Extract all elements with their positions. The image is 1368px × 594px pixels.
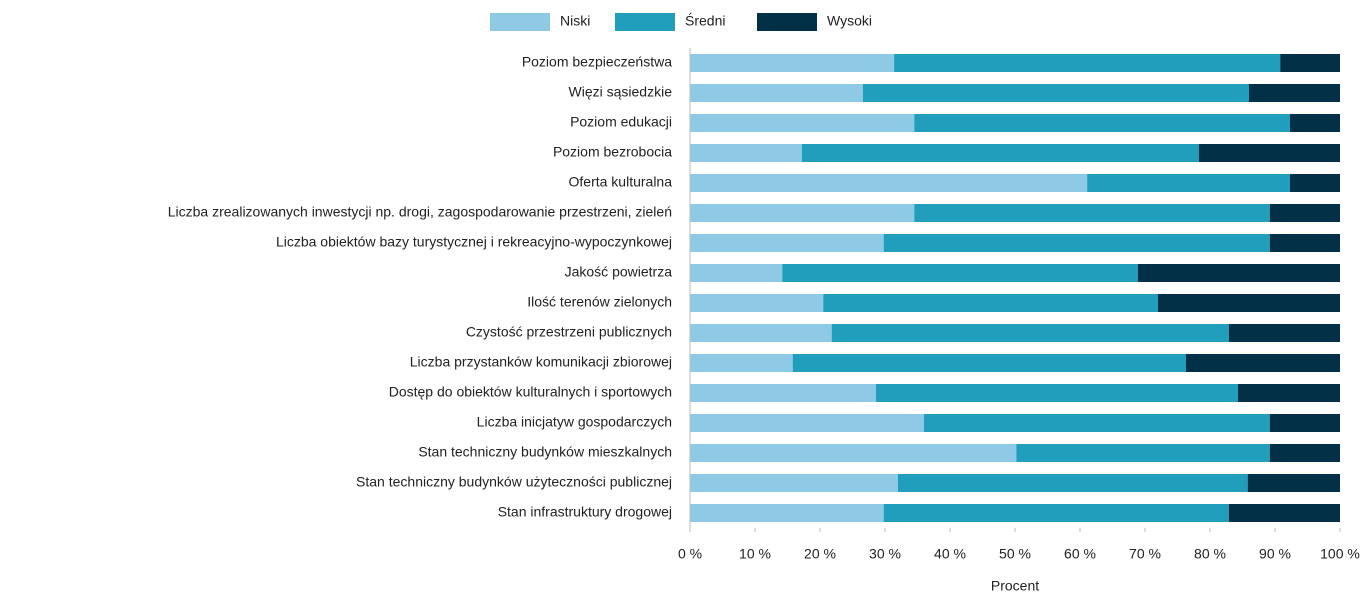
bar-segment	[1280, 54, 1340, 72]
bar-segment	[690, 54, 895, 72]
x-tick-label: 100 %	[1320, 546, 1360, 562]
bar-segment	[1158, 294, 1340, 312]
x-tick-label: 60 %	[1064, 546, 1096, 562]
bar-segment	[690, 294, 824, 312]
bar-segment	[1016, 444, 1270, 462]
legend-label: Wysoki	[827, 13, 872, 29]
y-tick-label: Więzi sąsiedzkie	[569, 84, 673, 100]
bar-segment	[690, 264, 783, 282]
bar-segment	[690, 174, 1088, 192]
y-tick-label: Poziom bezrobocia	[553, 144, 672, 160]
bar-segment	[782, 264, 1138, 282]
bar-segment	[690, 84, 863, 102]
y-tick-label: Dostęp do obiektów kulturalnych i sporto…	[389, 384, 672, 400]
bar-segment	[1289, 174, 1340, 192]
bar-segment	[1247, 474, 1340, 492]
bar-segment	[1228, 324, 1340, 342]
bar-segment	[883, 234, 1270, 252]
bar-segment	[1249, 84, 1340, 102]
bar-segment	[1087, 174, 1290, 192]
y-tick-label: Jakość powietrza	[565, 264, 673, 280]
bar-segment	[1269, 444, 1340, 462]
bar-segment	[792, 354, 1186, 372]
y-tick-label: Poziom bezpieczeństwa	[522, 54, 672, 70]
x-tick-label: 70 %	[1129, 546, 1161, 562]
bar-segment	[690, 354, 793, 372]
y-tick-label: Poziom edukacji	[570, 114, 672, 130]
bar-segment	[1228, 504, 1340, 522]
y-tick-label: Stan infrastruktury drogowej	[498, 504, 672, 520]
bar-segment	[1237, 384, 1340, 402]
y-tick-label: Stan techniczny budynków mieszkalnych	[418, 444, 672, 460]
bar-segment	[831, 324, 1229, 342]
x-tick-label: 30 %	[869, 546, 901, 562]
bar-segment	[1185, 354, 1340, 372]
bar-segment	[862, 84, 1249, 102]
bar-segment	[924, 414, 1270, 432]
bar-segment	[1198, 144, 1340, 162]
bar-segment	[690, 384, 876, 402]
bar-segment	[690, 204, 915, 222]
y-tick-label: Liczba obiektów bazy turystycznej i rekr…	[276, 234, 672, 250]
y-tick-label: Liczba zrealizowanych inwestycji np. dro…	[168, 204, 672, 220]
y-tick-label: Stan techniczny budynków użyteczności pu…	[356, 474, 672, 490]
y-tick-label: Liczba przystanków komunikacji zbiorowej	[410, 354, 672, 370]
legend-swatch	[757, 13, 817, 31]
x-tick-label: 90 %	[1259, 546, 1291, 562]
bar-segment	[914, 114, 1290, 132]
legend-label: Średni	[685, 12, 725, 29]
x-tick-label: 0 %	[678, 546, 702, 562]
bar-segment	[690, 324, 832, 342]
legend-label: Niski	[560, 13, 590, 29]
x-tick-label: 80 %	[1194, 546, 1226, 562]
bar-segment	[690, 234, 884, 252]
x-tick-label: 20 %	[804, 546, 836, 562]
bar-segment	[1269, 234, 1340, 252]
y-tick-label: Liczba inicjatyw gospodarczych	[477, 414, 672, 430]
bar-segment	[690, 444, 1017, 462]
bar-segment	[914, 204, 1270, 222]
bar-segment	[801, 144, 1199, 162]
x-tick-label: 10 %	[739, 546, 771, 562]
bar-segment	[1269, 204, 1340, 222]
bar-segment	[690, 504, 884, 522]
x-tick-label: 40 %	[934, 546, 966, 562]
y-tick-label: Oferta kulturalna	[569, 174, 673, 190]
bar-segment	[1289, 114, 1340, 132]
bar-segment	[690, 114, 915, 132]
bar-segment	[690, 414, 924, 432]
bar-segment	[1137, 264, 1340, 282]
bar-segment	[883, 504, 1229, 522]
y-tick-label: Czystość przestrzeni publicznych	[466, 324, 672, 340]
bar-segment	[875, 384, 1238, 402]
legend-swatch	[615, 13, 675, 31]
x-axis-label: Procent	[991, 578, 1039, 594]
x-tick-label: 50 %	[999, 546, 1031, 562]
bar-segment	[1269, 414, 1340, 432]
bar-segment	[690, 474, 898, 492]
bar-segment	[823, 294, 1158, 312]
bar-segment	[894, 54, 1281, 72]
legend-swatch	[490, 13, 550, 31]
bar-segment	[690, 144, 802, 162]
y-tick-label: Ilość terenów zielonych	[527, 294, 672, 310]
bar-segment	[898, 474, 1248, 492]
